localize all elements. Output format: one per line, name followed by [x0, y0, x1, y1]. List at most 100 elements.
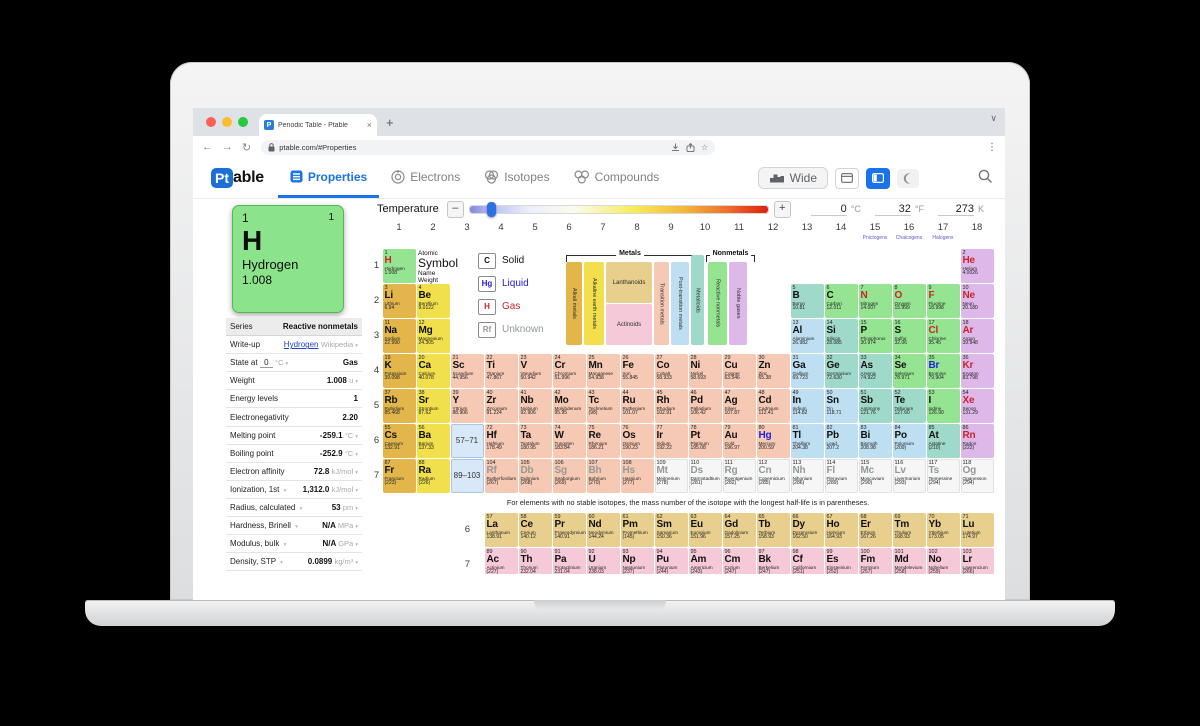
new-tab-button[interactable]: + — [386, 115, 394, 130]
element-cell-Mo[interactable]: 42 Mo Molybdenum 95.95 — [552, 388, 586, 423]
element-cell-Rh[interactable]: 45 Rh Rhodium 102.91 — [654, 388, 688, 423]
element-cell-No[interactable]: 102 No Nobelium (259) — [926, 547, 960, 574]
element-cell-Sb[interactable]: 51 Sb Antimony 121.76 — [858, 388, 892, 423]
fblock-placeholder[interactable]: 57–71 — [450, 423, 484, 458]
element-cell-Re[interactable]: 75 Re Rhenium 186.21 — [586, 423, 620, 458]
element-cell-Lu[interactable]: 71 Lu Lutetium 174.97 — [960, 512, 994, 547]
element-cell-Sr[interactable]: 38 Sr Strontium 87.62 — [416, 388, 450, 423]
element-cell-Ni[interactable]: 28 Ni Nickel 58.693 — [688, 353, 722, 388]
element-cell-Ba[interactable]: 56 Ba Barium 137.33 — [416, 423, 450, 458]
back-icon[interactable]: ← — [202, 141, 213, 153]
element-cell-At[interactable]: 85 At Astatine (210) — [926, 423, 960, 458]
element-cell-Sc[interactable]: 21 Sc Scandium 44.956 — [450, 353, 484, 388]
element-cell-Cm[interactable]: 96 Cm Curium (247) — [722, 547, 756, 574]
element-cell-Am[interactable]: 95 Am Americium (243) — [688, 547, 722, 574]
element-cell-Tc[interactable]: 43 Tc Technetium (98) — [586, 388, 620, 423]
element-cell-Pb[interactable]: 82 Pb Lead 207.2 — [824, 423, 858, 458]
element-cell-Ga[interactable]: 31 Ga Gallium 69.723 — [790, 353, 824, 388]
element-cell-Rb[interactable]: 37 Rb Rubidium 85.468 — [382, 388, 416, 423]
element-cell-Ti[interactable]: 22 Ti Titanium 47.867 — [484, 353, 518, 388]
temperature-plus-button[interactable]: + — [773, 200, 791, 218]
element-cell-Zn[interactable]: 30 Zn Zinc 65.38 — [756, 353, 790, 388]
chevron-down-icon[interactable]: ▾ — [285, 360, 289, 367]
element-cell-Tl[interactable]: 81 Tl Thallium 204.38 — [790, 423, 824, 458]
browser-menu-icon[interactable]: ⋮ — [987, 141, 997, 153]
element-cell-Os[interactable]: 76 Os Osmium 190.23 — [620, 423, 654, 458]
element-cell-Kr[interactable]: 36 Kr Krypton 83.798 — [960, 353, 994, 388]
element-cell-Ne[interactable]: 10 Ne Neon 20.180 — [960, 283, 994, 318]
chevron-down-icon[interactable]: ▾ — [299, 505, 303, 512]
element-cell-Fl[interactable]: 114 Fl Flerovium (289) — [824, 458, 858, 493]
chevron-down-icon[interactable]: ▾ — [355, 560, 358, 567]
element-cell-Cs[interactable]: 55 Cs Caesium 132.91 — [382, 423, 416, 458]
element-cell-Yb[interactable]: 70 Yb Ytterbium 173.05 — [926, 512, 960, 547]
element-cell-Nh[interactable]: 113 Nh Nihonium (286) — [790, 458, 824, 493]
element-cell-Y[interactable]: 39 Y Yttrium 88.906 — [450, 388, 484, 423]
element-cell-P[interactable]: 15 P Phosphorus 30.974 — [858, 318, 892, 353]
element-cell-Ru[interactable]: 44 Ru Ruthenium 101.07 — [620, 388, 654, 423]
element-cell-Pm[interactable]: 61 Pm Promethium (145) — [620, 512, 654, 547]
chevron-down-icon[interactable]: ∨ — [990, 113, 997, 123]
element-cell-Xe[interactable]: 54 Xe Xenon 131.29 — [960, 388, 994, 423]
element-cell-Eu[interactable]: 63 Eu Europium 151.96 — [688, 512, 722, 547]
chevron-down-icon[interactable]: ▾ — [280, 560, 283, 567]
chevron-down-icon[interactable]: ▾ — [355, 343, 358, 350]
element-cell-Ir[interactable]: 77 Ir Iridium 192.22 — [654, 423, 688, 458]
chevron-down-icon[interactable]: ▾ — [355, 487, 358, 494]
element-cell-U[interactable]: 92 U Uranium 238.03 — [586, 547, 620, 574]
element-cell-Mc[interactable]: 115 Mc Moscovium (290) — [858, 458, 892, 493]
element-cell-Mt[interactable]: 109 Mt Meitnerium (278) — [654, 458, 688, 493]
element-cell-Ac[interactable]: 89 Ac Actinium (227) — [484, 547, 518, 574]
element-cell-Ho[interactable]: 67 Ho Holmium 164.93 — [824, 512, 858, 547]
element-cell-In[interactable]: 49 In Indium 114.82 — [790, 388, 824, 423]
element-cell-Tb[interactable]: 65 Tb Terbium 158.93 — [756, 512, 790, 547]
element-cell-Cu[interactable]: 29 Cu Copper 63.546 — [722, 353, 756, 388]
element-cell-Cd[interactable]: 48 Cd Cadmium 112.41 — [756, 388, 790, 423]
address-bar[interactable]: ptable.com/#Properties ☆ — [261, 139, 716, 155]
temperature-slider-thumb[interactable] — [486, 201, 496, 217]
element-cell-Ge[interactable]: 32 Ge Germanium 72.630 — [824, 353, 858, 388]
chevron-down-icon[interactable]: ▾ — [283, 542, 287, 549]
minimize-window-button[interactable] — [222, 117, 232, 127]
element-cell-W[interactable]: 74 W Tungsten 183.84 — [552, 423, 586, 458]
element-cell-Er[interactable]: 68 Er Erbium 167.26 — [858, 512, 892, 547]
element-cell-Cn[interactable]: 112 Cn Copernicium (285) — [756, 458, 790, 493]
element-cell-Ce[interactable]: 58 Ce Cerium 140.12 — [518, 512, 552, 547]
element-cell-Sn[interactable]: 50 Sn Tin 118.71 — [824, 388, 858, 423]
fblock-placeholder[interactable]: 89–103 — [450, 458, 484, 493]
search-button[interactable] — [978, 169, 993, 187]
close-window-button[interactable] — [206, 117, 216, 127]
wide-toggle-button[interactable]: Wide — [757, 167, 828, 189]
element-cell-Cr[interactable]: 24 Cr Chromium 51.996 — [552, 353, 586, 388]
element-cell-Lv[interactable]: 116 Lv Livermorium (293) — [892, 458, 926, 493]
element-cell-Bh[interactable]: 107 Bh Bohrium (270) — [586, 458, 620, 493]
element-cell-Li[interactable]: 3 Li Lithium 6.94 — [382, 283, 416, 318]
element-cell-Lr[interactable]: 103 Lr Lawrencium (266) — [960, 547, 994, 574]
element-cell-Tm[interactable]: 69 Tm Thulium 168.93 — [892, 512, 926, 547]
temperature-minus-button[interactable]: – — [446, 200, 464, 218]
chevron-down-icon[interactable]: ▾ — [355, 469, 358, 476]
element-cell-Hs[interactable]: 108 Hs Hassium (277) — [620, 458, 654, 493]
temperature-slider[interactable] — [468, 201, 769, 217]
element-cell-Ra[interactable]: 88 Ra Radium (226) — [416, 458, 450, 493]
element-cell-Nb[interactable]: 41 Nb Niobium 92.906 — [518, 388, 552, 423]
chevron-down-icon[interactable]: ▾ — [355, 542, 358, 549]
element-cell-Rn[interactable]: 86 Rn Radon (222) — [960, 423, 994, 458]
fullscreen-window-button[interactable] — [238, 117, 248, 127]
download-icon[interactable] — [671, 143, 680, 152]
element-cell-Ar[interactable]: 18 Ar Argon 39.948 — [960, 318, 994, 353]
forward-icon[interactable]: → — [222, 141, 233, 153]
element-cell-Pu[interactable]: 94 Pu Plutonium (244) — [654, 547, 688, 574]
element-cell-Fm[interactable]: 100 Fm Fermium (257) — [858, 547, 892, 574]
element-cell-Db[interactable]: 105 Db Dubnium (268) — [518, 458, 552, 493]
browser-tab[interactable]: P Periodic Table - Ptable × — [259, 114, 377, 136]
state-temp-input[interactable]: 0 — [259, 358, 273, 368]
reload-icon[interactable]: ↻ — [242, 141, 252, 154]
element-cell-Fr[interactable]: 87 Fr Francium (223) — [382, 458, 416, 493]
element-cell-Mg[interactable]: 12 Mg Magnesium 24.305 — [416, 318, 450, 353]
element-cell-Md[interactable]: 101 Md Mendelevium (258) — [892, 547, 926, 574]
